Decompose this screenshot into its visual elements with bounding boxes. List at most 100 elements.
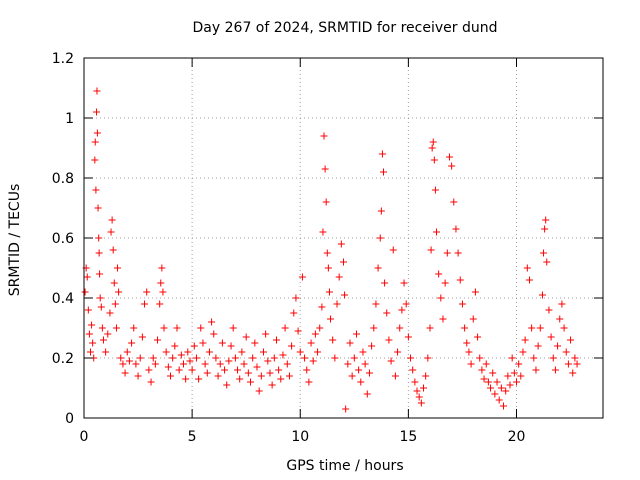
data-point [536,324,544,332]
data-point [448,162,456,170]
data-point [221,366,229,374]
data-point [474,333,482,341]
data-point [199,339,207,347]
data-point [305,378,313,386]
data-point [114,264,122,272]
data-point [290,309,298,317]
data-point [149,354,157,362]
data-point [368,342,376,350]
data-point [316,324,324,332]
data-point [182,375,190,383]
data-point [318,303,326,311]
data-point [240,360,248,368]
data-point [242,333,250,341]
data-point [303,366,311,374]
data-point [216,360,224,368]
data-point [160,324,168,332]
data-point [88,321,96,329]
data-point [95,249,103,257]
data-point [123,348,131,356]
data-point [94,204,102,212]
data-point [95,234,103,242]
data-point [491,390,499,398]
data-point [573,360,581,368]
axis-ticks: 0 0.2 0.4 0.6 0.8 1 1.2 0 5 10 15 20 [52,51,603,445]
data-point [381,279,389,287]
data-point [177,351,185,359]
data-point [136,354,144,362]
data-point [119,360,127,368]
data-point [104,330,112,338]
data-point [411,378,419,386]
data-point [394,348,402,356]
data-point [117,354,125,362]
data-point [229,324,237,332]
data-point [450,198,458,206]
data-point [456,276,464,284]
grid-lines [84,58,603,418]
data-point [86,348,94,356]
data-point [497,384,505,392]
data-point [93,129,101,137]
data-point [337,240,345,248]
data-point [547,333,555,341]
data-point [234,366,242,374]
data-point [132,360,140,368]
data-point [121,369,129,377]
data-point [134,372,142,380]
data-point [431,186,439,194]
data-point [270,354,278,362]
data-point [513,378,520,386]
data-point [495,396,503,404]
data-point [321,165,329,173]
data-point [556,315,564,323]
data-point [525,276,533,284]
data-point [391,372,399,380]
x-tick-label: 20 [508,429,526,445]
data-point [476,354,484,362]
data-point [285,372,293,380]
data-point [257,372,265,380]
y-tick-label: 1 [65,111,74,127]
data-point [231,354,239,362]
data-point [319,228,327,236]
data-point [432,228,440,236]
data-point [363,390,371,398]
data-point [558,300,566,308]
data-point [130,324,138,332]
x-tick-label: 10 [291,429,309,445]
x-tick-label: 15 [399,429,417,445]
data-point [324,264,332,272]
data-point [112,324,120,332]
data-point [272,336,280,344]
data-point [128,339,136,347]
data-point [247,378,255,386]
data-point [277,375,285,383]
data-point [540,249,548,257]
data-point [441,279,449,287]
data-point [445,153,453,161]
data-point [244,369,252,377]
data-point [549,354,557,362]
data-point [99,336,107,344]
data-point [141,300,149,308]
data-point [541,225,549,233]
data-point [534,342,542,350]
data-point [145,366,153,374]
data-point [164,363,172,371]
data-point [517,372,525,380]
data-point [482,360,490,368]
data-point [402,300,410,308]
y-tick-label: 1.2 [52,51,74,67]
data-point [259,348,267,356]
data-point [323,249,331,257]
data-point [372,300,380,308]
data-point [288,342,296,350]
data-point [398,306,406,314]
data-point [355,366,363,374]
data-point [463,339,471,347]
data-point [158,264,166,272]
data-point [255,387,263,395]
data-point [489,369,497,377]
data-point [551,366,559,374]
